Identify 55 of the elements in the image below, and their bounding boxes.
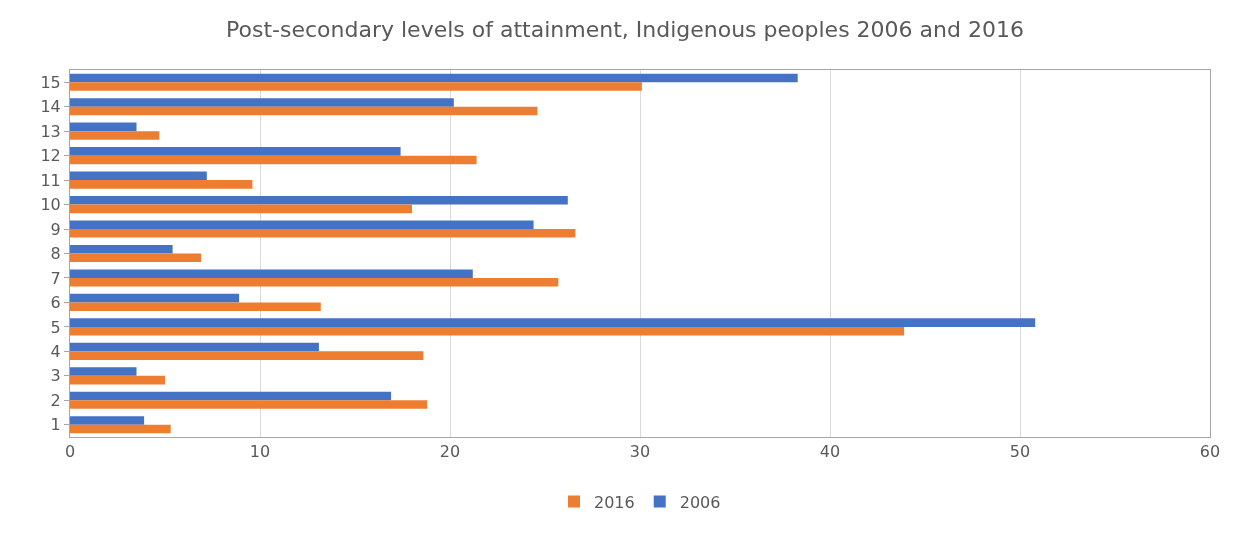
bar — [70, 375, 165, 385]
bar — [70, 244, 173, 254]
bar — [70, 293, 240, 303]
x-tick-label: 50 — [1009, 442, 1031, 462]
y-tick-label: 9 — [50, 219, 61, 239]
bar — [70, 122, 137, 132]
chart-title: Post-secondary levels of attainment, Indigenous peoples 2006 and 2016 — [226, 16, 1024, 42]
bar — [70, 416, 145, 425]
y-tick-label: 5 — [50, 317, 61, 337]
bar — [70, 367, 137, 376]
y-tick-label: 8 — [50, 244, 61, 264]
x-tick-label: 20 — [439, 442, 461, 462]
legend-label: 2006 — [679, 492, 721, 512]
y-tick-label: 2 — [50, 390, 61, 410]
bar — [70, 106, 538, 116]
bar — [70, 391, 392, 401]
bar — [70, 73, 798, 83]
bar — [70, 400, 428, 409]
bar — [70, 196, 568, 205]
y-tick-label: 15 — [40, 72, 61, 92]
bar — [70, 302, 321, 311]
y-tick-label: 4 — [50, 341, 61, 361]
bar — [70, 82, 642, 91]
bar — [70, 180, 253, 189]
bar — [70, 269, 473, 278]
y-tick-label: 13 — [40, 121, 61, 141]
bar — [70, 424, 171, 434]
bar — [70, 342, 319, 352]
y-tick-label: 11 — [40, 170, 61, 190]
y-tick-label: 14 — [40, 97, 61, 117]
bar — [70, 204, 412, 214]
y-tick-label: 6 — [50, 293, 61, 313]
bar — [70, 155, 477, 165]
bar — [70, 253, 202, 263]
bar — [70, 326, 905, 336]
bar — [70, 98, 454, 107]
y-tick-label: 3 — [50, 366, 61, 386]
y-tick-label: 1 — [50, 415, 61, 435]
x-tick-label: 60 — [1199, 442, 1221, 462]
y-tick-label: 12 — [40, 146, 61, 166]
bar — [70, 229, 576, 238]
bar — [70, 318, 1036, 327]
bar — [70, 220, 534, 230]
x-tick-label: 10 — [249, 442, 271, 462]
bar — [70, 147, 401, 156]
x-tick-label: 40 — [819, 442, 841, 462]
bar — [70, 351, 424, 360]
x-tick-label: 0 — [64, 442, 76, 462]
bar — [70, 171, 207, 181]
bar — [70, 131, 160, 140]
y-tick-label: 7 — [50, 268, 61, 288]
y-tick-label: 10 — [40, 195, 61, 215]
legend-label: 2016 — [594, 492, 635, 512]
bar — [70, 277, 559, 287]
x-tick-label: 30 — [629, 442, 651, 462]
